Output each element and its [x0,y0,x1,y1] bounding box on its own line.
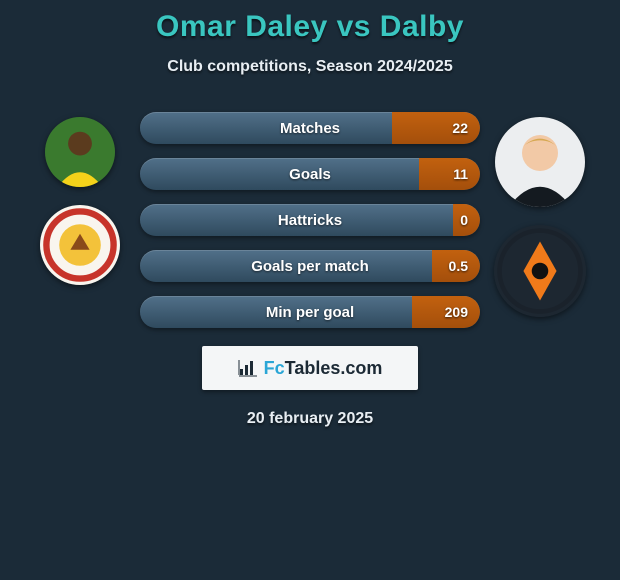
comparison-card: Omar Daley vs Dalby Club competitions, S… [0,0,620,580]
brand-text: FcTables.com [264,358,383,379]
stat-fill-right [419,158,480,190]
stats-section: Matches 22 Goals 11 Hattricks 0 Goals per matc… [0,112,620,328]
stat-value-right: 209 [445,304,468,320]
brand-box[interactable]: FcTables.com [202,346,418,390]
subtitle: Club competitions, Season 2024/2025 [167,58,452,76]
brand-suffix: Tables.com [285,358,383,378]
stat-label: Goals per match [251,258,369,275]
left-club-crest [40,205,120,285]
date-label: 20 february 2025 [247,410,373,428]
left-player-column [20,112,140,328]
stat-label: Matches [280,120,340,137]
brand-prefix: Fc [264,358,285,378]
stat-value-right: 0 [460,212,468,228]
stat-value-right: 0.5 [449,258,468,274]
stat-row: Goals per match 0.5 [140,250,480,282]
right-player-column [480,112,600,328]
brand-chart-icon [238,359,258,377]
stat-label: Min per goal [266,304,354,321]
stat-row: Matches 22 [140,112,480,144]
stat-row: Goals 11 [140,158,480,190]
stat-value-right: 22 [452,120,468,136]
page-title: Omar Daley vs Dalby [156,10,464,44]
left-player-avatar [45,117,115,187]
right-club-crest [494,225,586,317]
stat-label: Hattricks [278,212,342,229]
stat-rows: Matches 22 Goals 11 Hattricks 0 Goals per matc… [140,112,480,328]
stat-label: Goals [289,166,331,183]
right-player-avatar [495,117,585,207]
stat-row: Min per goal 209 [140,296,480,328]
stat-value-right: 11 [453,166,468,182]
stat-row: Hattricks 0 [140,204,480,236]
